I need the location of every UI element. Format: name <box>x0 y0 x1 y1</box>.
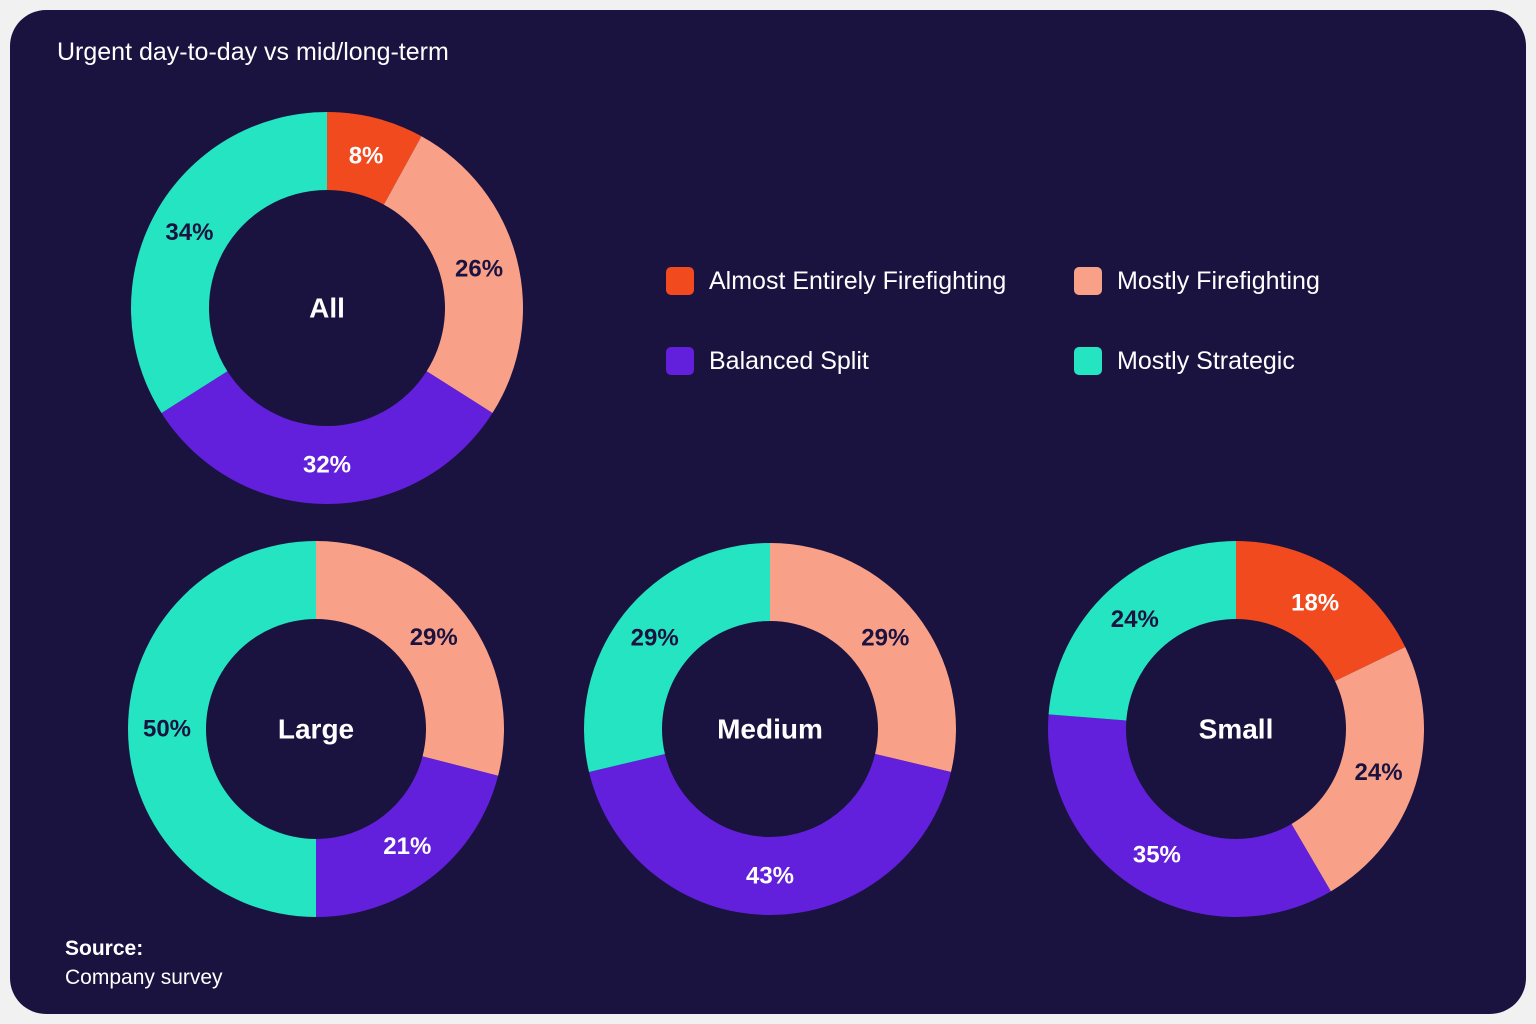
donut-slice <box>316 541 504 776</box>
chart-legend: Almost Entirely Firefighting Mostly Firef… <box>666 256 1386 396</box>
slice-label: 50% <box>143 716 191 743</box>
donut-center-label: Large <box>278 714 354 745</box>
source-label: Source: <box>65 937 144 960</box>
slice-label: 43% <box>746 863 794 890</box>
donut-all: 8% 26% 32% 34% All <box>131 112 524 505</box>
legend-item: Mostly Strategic <box>1074 346 1295 376</box>
donut-slice <box>1236 541 1406 682</box>
slice-label: 35% <box>1133 842 1181 869</box>
slice-label: 8% <box>349 142 384 169</box>
donut-slice <box>589 753 951 915</box>
slice-label: 29% <box>410 624 458 651</box>
slice-label: 26% <box>455 255 503 282</box>
legend-item: Mostly Firefighting <box>1074 266 1320 296</box>
legend-label: Balanced Split <box>709 346 869 375</box>
donut-slice <box>1048 541 1236 721</box>
chart-title: Urgent day-to-day vs mid/long-term <box>57 38 449 66</box>
legend-label: Mostly Strategic <box>1117 346 1295 375</box>
legend-label: Mostly Firefighting <box>1117 266 1320 295</box>
donut-slice <box>161 371 493 505</box>
slice-label: 21% <box>383 833 431 860</box>
donut-slice <box>584 543 770 772</box>
legend-swatch <box>666 267 694 295</box>
legend-item: Almost Entirely Firefighting <box>666 266 1006 296</box>
donut-small: 18% 24% 35% 24% Small <box>1048 541 1424 917</box>
donut-large: 29% 21% 50% Large <box>128 541 504 917</box>
donut-center-label: Medium <box>717 714 823 745</box>
slice-label: 18% <box>1291 589 1339 616</box>
donut-slice <box>1291 647 1424 892</box>
donut-slice <box>770 543 956 772</box>
chart-card: Urgent day-to-day vs mid/long-term 8% 26%… <box>10 10 1526 1014</box>
donut-slice <box>327 112 422 205</box>
donut-charts: 8% 26% 32% 34% All 29% 21% 50% Large 29% 43% 29% Med… <box>128 112 1424 917</box>
donut-center-label: Small <box>1199 714 1274 745</box>
source-text: Company survey <box>65 966 223 989</box>
legend-swatch <box>666 347 694 375</box>
donut-slice <box>128 541 316 917</box>
slice-label: 29% <box>631 624 679 651</box>
donut-slice <box>1048 714 1331 917</box>
legend-swatch <box>1074 347 1102 375</box>
donut-slice <box>316 756 499 917</box>
source-note: Source: Company survey <box>65 934 223 992</box>
slice-label: 24% <box>1111 606 1159 633</box>
slice-label: 29% <box>861 624 909 651</box>
slice-label: 34% <box>165 219 213 246</box>
donut-slice <box>383 136 524 414</box>
donut-center-label: All <box>309 293 345 324</box>
donut-slice <box>131 112 327 414</box>
legend-item: Balanced Split <box>666 346 869 376</box>
slice-label: 32% <box>303 452 351 479</box>
legend-swatch <box>1074 267 1102 295</box>
slice-label: 24% <box>1355 759 1403 786</box>
donut-medium: 29% 43% 29% Medium <box>584 543 956 915</box>
legend-label: Almost Entirely Firefighting <box>709 266 1007 295</box>
